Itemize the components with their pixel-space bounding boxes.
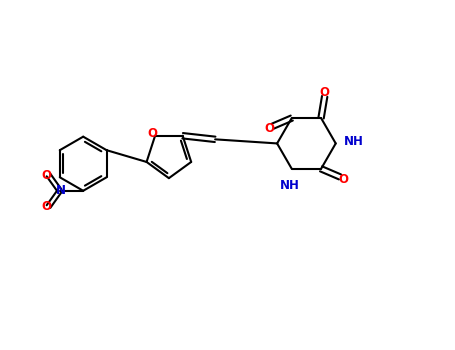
Text: O: O: [41, 168, 51, 182]
Text: O: O: [320, 86, 330, 99]
Text: NH: NH: [344, 135, 364, 148]
Text: O: O: [339, 173, 349, 186]
Text: O: O: [264, 122, 274, 135]
Text: O: O: [41, 200, 51, 213]
Text: N: N: [56, 184, 66, 197]
Text: NH: NH: [279, 179, 299, 192]
Text: O: O: [148, 127, 158, 140]
